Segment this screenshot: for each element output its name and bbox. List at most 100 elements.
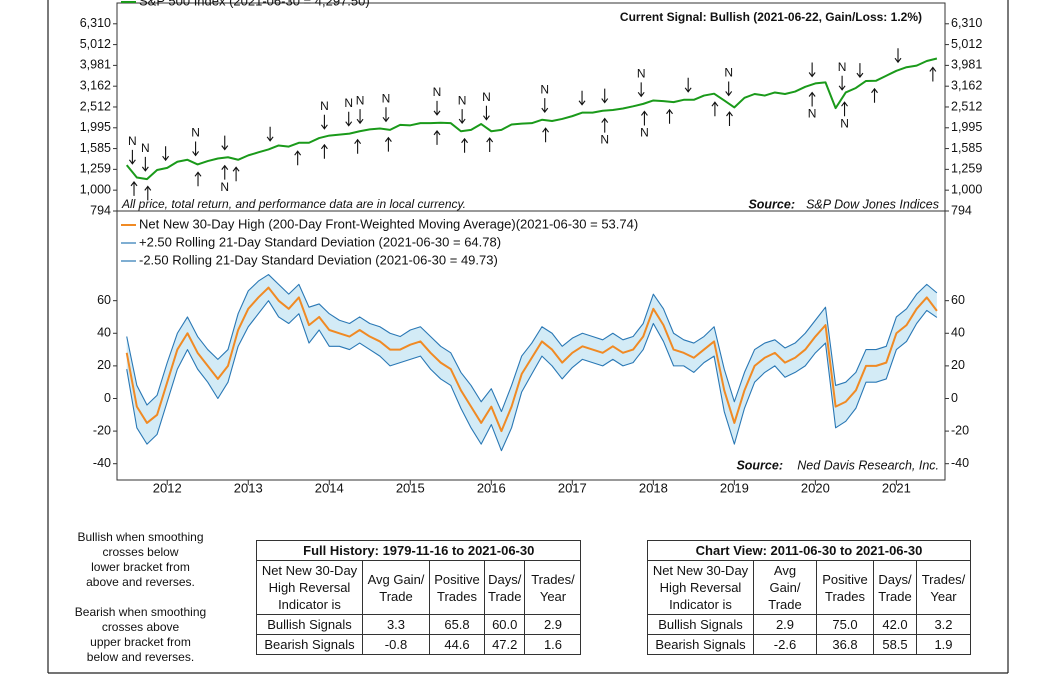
x-tick-label: 2021: [882, 480, 911, 495]
note-line: above and reverses.: [86, 575, 195, 589]
bearish-arrow: [162, 146, 170, 162]
x-tick-label: 2018: [639, 480, 668, 495]
table-cell: 1.9: [916, 634, 971, 655]
table-cell: 36.8: [816, 634, 874, 655]
signal-label: N: [724, 66, 733, 80]
y-tick-label: 60: [951, 293, 965, 307]
table-row: Bullish Signals 3.3 65.8 60.0 2.9: [256, 614, 582, 635]
table-header-row: Net New 30-Day High Reversal Indicator i…: [256, 560, 582, 615]
x-tick-label: 2020: [801, 480, 830, 495]
bearish-arrow: [725, 81, 733, 97]
bullish-arrow: [542, 127, 550, 143]
bullish-arrow: [294, 150, 302, 166]
table-row: Bearish Signals -0.8 44.6 47.2 1.6: [256, 634, 582, 655]
y-tick-label: 20: [97, 358, 111, 372]
band-fill: [126, 274, 937, 451]
table-title-row: Full History: 1979-11-16 to 2021-06-30: [255, 540, 582, 561]
bullish-arrow: [666, 108, 673, 124]
table-cell: Bearish Signals: [647, 634, 754, 655]
table-cell: 2.9: [753, 614, 817, 635]
legend-label: Net New 30-Day High (200-Day Front-Weigh…: [139, 216, 638, 231]
y-tick-label: 5,012: [80, 37, 111, 51]
note-line: below and reverses.: [86, 650, 195, 664]
source: Ned Davis Research, Inc.: [797, 458, 939, 472]
signal-label: N: [320, 99, 329, 113]
legend-label: -2.50 Rolling 21-Day Standard Deviation …: [139, 252, 498, 267]
table-title-row: Chart View: 2011-06-30 to 2021-06-30: [647, 540, 971, 561]
bearish-arrow: [684, 77, 692, 93]
note-line: crosses above: [101, 620, 180, 634]
y-tick-label: 40: [951, 326, 965, 340]
note-line: Bullish when smoothing: [77, 530, 204, 544]
y-tick-label: 5,012: [951, 37, 982, 51]
table-cell: -0.8: [362, 634, 430, 655]
signal-label: N: [540, 82, 549, 96]
bearish-arrow: [320, 114, 328, 130]
y-tick-label: 0: [951, 391, 958, 405]
y-tick-label: 1,585: [80, 141, 111, 155]
table-row: Bearish Signals -2.6 36.8 58.5 1.9: [647, 634, 971, 655]
table-header-cell: Trades/ Year: [916, 560, 971, 615]
signal-label: N: [640, 126, 649, 140]
bullish-arrow: [221, 164, 229, 180]
price-panel: [116, 2, 946, 212]
note-line: lower bracket from: [91, 560, 190, 574]
bearish-arrow: [221, 135, 229, 151]
table-header-cell: Trades/ Year: [524, 560, 582, 615]
table-header-cell: Avg Gain/ Trade: [753, 560, 817, 615]
source-label: Source:: [736, 458, 783, 472]
bullish-arrow: [808, 91, 816, 107]
y-tick-label: 3,162: [951, 78, 982, 92]
bullish-arrow: [726, 111, 733, 127]
signal-label: N: [637, 67, 646, 81]
bearish-arrow: [578, 90, 586, 106]
y-tick-label: 20: [951, 358, 965, 372]
y-tick-label: 3,981: [951, 58, 982, 72]
table-cell: Bearish Signals: [256, 634, 363, 655]
y-tick-label: 1,000: [951, 182, 982, 196]
source: S&P Dow Jones Indices: [806, 197, 939, 211]
bullish-arrow: [871, 87, 878, 103]
y-tick-label: 2,512: [80, 99, 111, 113]
bearish-arrow: [345, 111, 353, 127]
x-tick-label: 2013: [234, 480, 263, 495]
current-signal: Current Signal: Bullish (2021-06-22, Gai…: [620, 10, 922, 24]
series-line: [126, 274, 938, 413]
bearish-arrow: [266, 126, 274, 142]
y-tick-label: -40: [93, 456, 111, 470]
y-tick-label: -20: [951, 423, 969, 437]
legend-label: +2.50 Rolling 21-Day Standard Deviation …: [139, 234, 501, 249]
bullish-arrow: [601, 117, 609, 133]
table-cell: 3.3: [362, 614, 430, 635]
y-tick-label: 3,162: [80, 78, 111, 92]
source-label: Source:: [748, 197, 795, 211]
signal-label: N: [808, 107, 817, 121]
y-tick-label: 3,981: [80, 58, 111, 72]
table-cell: -2.6: [753, 634, 817, 655]
table-header-row: Net New 30-Day High Reversal Indicator i…: [647, 560, 971, 615]
y-tick-label: 6,310: [80, 16, 111, 30]
table-header-cell: Net New 30-Day High Reversal Indicator i…: [647, 560, 754, 615]
signal-label: N: [344, 96, 353, 110]
note-line: upper bracket from: [90, 635, 191, 649]
y-tick-label: 1,000: [80, 182, 111, 196]
indicator-panel: [116, 210, 946, 481]
y-tick-label: 1,259: [951, 162, 982, 176]
y-tick-label: 2,512: [951, 99, 982, 113]
bullish-arrow: [354, 138, 362, 154]
note: All price, total return, and performance…: [121, 197, 466, 211]
note-line: crosses below: [102, 545, 179, 559]
bearish-arrow: [192, 141, 200, 157]
table-cell: 3.2: [916, 614, 971, 635]
x-tick-label: 2019: [720, 480, 749, 495]
bullish-arrow: [130, 180, 138, 196]
series-line: [125, 57, 938, 181]
bullish-arrow: [232, 166, 240, 182]
signal-label: N: [838, 60, 847, 74]
table-header-cell: Days/ Trade: [483, 560, 526, 615]
bearish-arrow: [141, 156, 149, 172]
table-cell: 47.2: [483, 634, 526, 655]
bullish-arrow: [640, 110, 648, 126]
x-tick-label: 2012: [153, 480, 182, 495]
